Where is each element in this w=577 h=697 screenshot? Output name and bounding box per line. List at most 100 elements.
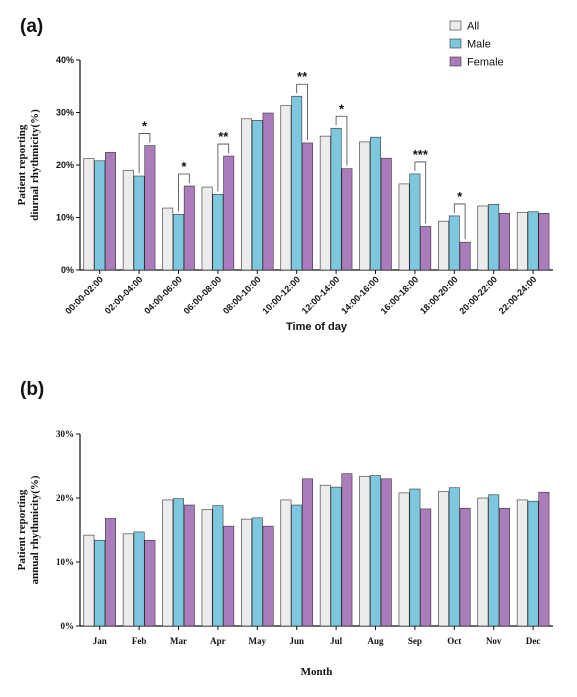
bar-male <box>173 498 184 627</box>
bar-all <box>477 497 489 627</box>
bar-all <box>201 509 213 627</box>
bar-all <box>477 205 489 271</box>
x-tick-label: Nov <box>486 636 502 646</box>
x-tick-label: 12:00-14:00 <box>300 274 342 316</box>
bar-all <box>438 491 449 627</box>
bar-all <box>280 105 292 271</box>
significance-label: * <box>142 119 148 134</box>
bar-female <box>302 478 313 627</box>
bar-male <box>409 173 421 271</box>
bar-all <box>319 135 331 271</box>
x-tick-label: 18:00-20:00 <box>418 274 460 316</box>
x-tick-label: 08:00-10:00 <box>221 274 263 316</box>
bar-all <box>83 158 95 271</box>
y-axis-title: Patient reporting <box>16 489 28 570</box>
bar-all <box>438 220 449 271</box>
significance-bracket <box>414 161 427 224</box>
chart-panel-a: (a) 0% 10% 20% 30% 40% Patient reporting diurna… <box>16 16 553 333</box>
bar-all <box>359 141 371 271</box>
significance-bracket <box>335 115 348 166</box>
bar-all <box>516 499 528 627</box>
x-axis-title: Month <box>301 666 333 678</box>
bar-all <box>359 475 371 627</box>
significance-bracket <box>453 203 466 240</box>
bar-male <box>330 127 342 271</box>
significance-bracket <box>217 143 230 192</box>
y-axis-title: Patient reporting <box>16 124 28 205</box>
x-tick-label: 10:00-12:00 <box>260 274 302 316</box>
bar-female <box>538 491 550 627</box>
bar-male <box>173 214 184 271</box>
bar-female <box>144 539 156 627</box>
significance-bracket <box>178 173 190 212</box>
bar-male <box>370 475 381 627</box>
y-tick-label: 10% <box>56 213 74 223</box>
bar-male <box>488 494 500 627</box>
significance-label: * <box>181 159 187 174</box>
bar-female <box>262 525 274 627</box>
x-tick-label: Jun <box>289 636 304 646</box>
bar-female <box>420 226 432 271</box>
bar-male <box>94 539 106 627</box>
bar-female <box>105 518 116 627</box>
x-tick-label: Jan <box>93 636 107 646</box>
significance-label: ** <box>218 129 229 144</box>
significance-label: * <box>457 189 463 204</box>
bar-male <box>488 204 500 271</box>
bar-all <box>398 183 410 271</box>
legend: All Male Female <box>449 20 504 69</box>
bar-male <box>212 194 224 271</box>
legend-swatch-all <box>449 20 462 31</box>
bar-female <box>223 525 235 627</box>
y-tick-label: 10% <box>56 557 74 567</box>
y-tick-label: 30% <box>56 429 74 439</box>
panel-label: (b) <box>20 379 44 400</box>
y-axis-title: annual rhythmicity(%) <box>29 475 41 584</box>
bar-all <box>398 492 410 627</box>
legend-label: Male <box>467 39 491 51</box>
x-tick-label: 16:00-18:00 <box>379 274 421 316</box>
bar-all <box>280 499 292 627</box>
bar-female <box>380 478 392 627</box>
x-tick-label: Jul <box>330 636 343 646</box>
bar-female <box>262 112 274 271</box>
x-tick-label: 14:00-16:00 <box>339 274 381 316</box>
bar-male <box>94 160 106 271</box>
legend-label: Female <box>467 57 504 69</box>
significance-bracket <box>296 83 308 140</box>
bar-female <box>341 168 353 271</box>
x-tick-label: 02:00-04:00 <box>103 274 145 316</box>
bar-all <box>162 499 174 627</box>
bar-female <box>459 507 471 627</box>
bar-all <box>122 533 134 627</box>
bar-female <box>380 157 392 271</box>
x-tick-label: Aug <box>367 636 384 646</box>
bar-male <box>448 215 460 271</box>
y-tick-label: 0% <box>61 265 74 275</box>
bar-all <box>241 518 252 627</box>
bar-female <box>183 185 195 271</box>
legend-swatch-female <box>449 56 462 67</box>
bar-male <box>370 136 381 271</box>
bar-male <box>291 504 303 627</box>
bar-male <box>527 500 539 627</box>
bar-male <box>291 95 303 271</box>
significance-label: ** <box>297 69 308 84</box>
bar-male <box>133 175 145 271</box>
chart-panel-b: (b) 0% 10% 20% 30% Patient reporting annual rh… <box>16 379 553 678</box>
legend-label: All <box>467 21 479 33</box>
significance-label: *** <box>413 147 429 162</box>
x-tick-label: Sep <box>408 636 422 646</box>
x-tick-label: Oct <box>447 636 461 646</box>
x-tick-label: Mar <box>170 636 187 646</box>
bar-female <box>302 142 313 271</box>
bar-male <box>448 487 460 627</box>
bar-male <box>527 211 539 271</box>
bar-all <box>319 484 331 627</box>
bar-male <box>212 505 224 627</box>
x-tick-label: Apr <box>210 636 226 646</box>
bar-female <box>341 473 353 627</box>
x-tick-label: 22:00-24:00 <box>497 274 539 316</box>
bar-female <box>538 213 550 271</box>
